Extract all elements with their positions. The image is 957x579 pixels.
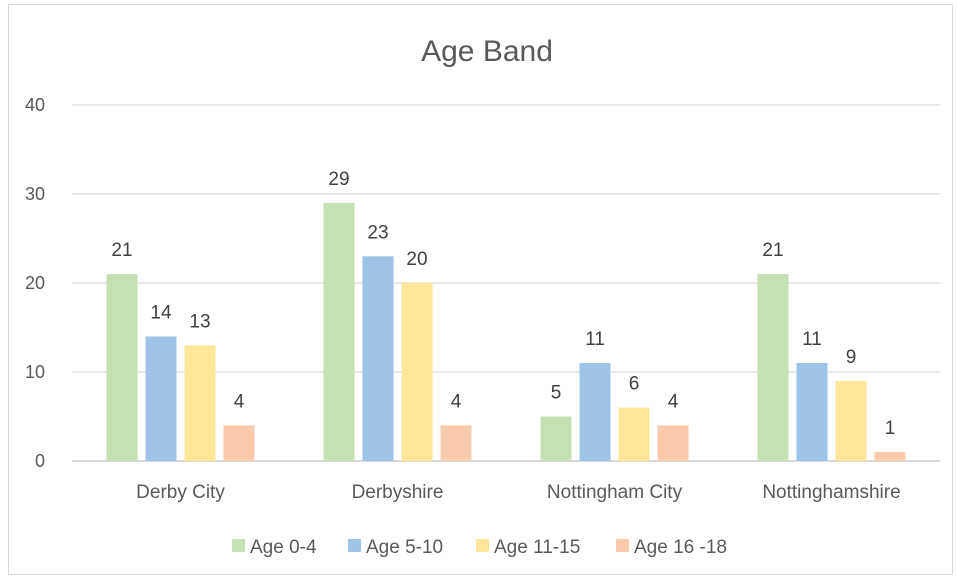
bar [440,425,472,461]
x-tick-label: Nottingham City [547,482,683,503]
y-tick-label: 20 [25,273,45,293]
bar [579,363,611,461]
legend-swatch [616,539,629,552]
legend-swatch [348,539,361,552]
data-label: 23 [367,222,388,243]
x-tick-label: Derby City [136,482,225,503]
chart-title: Age Band [421,35,553,68]
bar [323,202,355,461]
bar [145,336,177,461]
bar [796,363,828,461]
y-axis: 0 10 20 30 40 [25,95,45,471]
x-tick-label: Nottinghamshire [762,482,900,503]
data-label: 13 [189,311,210,332]
bar [757,274,789,461]
y-tick-label: 40 [25,95,45,115]
y-tick-label: 30 [25,184,45,204]
data-label: 6 [629,374,640,395]
data-label: 9 [846,347,857,368]
data-label: 5 [551,383,562,404]
legend: Age 0-4 Age 5-10 Age 11-15 Age 16 -18 [232,537,727,558]
legend-label: Age 11-15 [494,537,580,558]
legend-swatch [232,539,245,552]
data-label: 4 [668,391,679,412]
bar [362,256,394,461]
data-label: 29 [328,169,349,190]
data-label: 21 [111,240,132,261]
x-tick-label: Derbyshire [352,482,444,503]
gridlines [72,104,940,462]
data-labels: 21 14 13 4 29 23 20 4 5 11 6 4 21 11 9 1 [111,169,895,439]
bar [874,452,906,461]
bar [657,425,689,461]
bar [540,416,572,461]
data-label: 11 [802,329,822,350]
chart-frame [8,4,953,575]
data-label: 21 [762,240,783,261]
y-tick-label: 10 [25,362,45,382]
bars [106,202,906,461]
data-label: 4 [234,391,245,412]
bar [401,283,433,461]
legend-swatch [476,539,489,552]
bar [223,425,255,461]
bar [835,380,867,461]
legend-label: Age 5-10 [366,537,443,558]
x-axis: Derby City Derbyshire Nottingham City Notti… [136,482,901,503]
data-label: 11 [585,329,605,350]
data-label: 14 [150,302,172,323]
bar [106,274,138,461]
data-label: 4 [451,391,462,412]
legend-label: Age 16 -18 [634,537,727,558]
data-label: 20 [406,249,427,270]
data-label: 1 [885,418,896,439]
legend-label: Age 0-4 [250,537,317,558]
y-tick-label: 0 [35,451,45,471]
bar [184,345,216,461]
bar [618,407,650,461]
